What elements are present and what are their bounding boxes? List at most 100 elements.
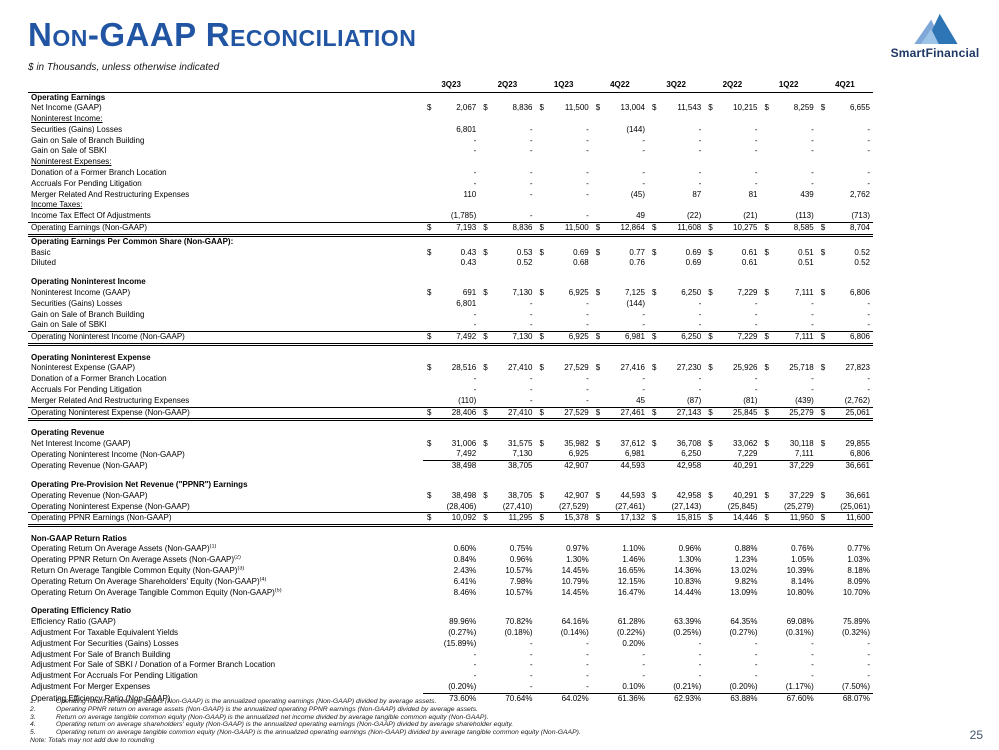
- row-label: Donation of a Former Branch Location: [31, 168, 167, 178]
- cell-value: -: [529, 168, 533, 178]
- dollar-sign: $: [539, 103, 544, 113]
- row-label: Gain on Sale of Branch Building: [31, 135, 145, 145]
- cell-value: (144): [626, 124, 645, 134]
- cell-value: $25,926: [708, 363, 758, 373]
- footnote: 3. Return on average tangible common equi…: [30, 714, 890, 722]
- dollar-sign: $: [708, 513, 713, 523]
- cell-value: (1.17%): [760, 682, 817, 694]
- cell-value: -: [529, 178, 533, 188]
- table-row: [28, 472, 873, 480]
- cell-value: $25,845: [704, 406, 761, 422]
- cell-value: (0.18%): [504, 628, 533, 638]
- cell-value: 16.65%: [617, 566, 645, 576]
- cell-value: 61.28%: [617, 617, 645, 627]
- cell-value: 42,958: [676, 461, 702, 471]
- cell-value: (22): [687, 211, 702, 221]
- cell-value: (7.50%): [816, 682, 873, 694]
- table-row: Noninterest Expense (GAAP) $28,516 $27,410…: [28, 363, 873, 374]
- cell-value: $6,250: [648, 331, 705, 347]
- table-row: Securities (Gains) Losses 6,801 - - (144) - - -…: [28, 299, 873, 310]
- cell-value: -: [529, 671, 533, 681]
- cell-value: 0.76: [629, 258, 645, 268]
- cell-value: 0.77%: [847, 544, 870, 554]
- table-row: Non-GAAP Return Ratios: [28, 534, 873, 545]
- table-row: Operating Pre-Provision Net Revenue ("PP…: [28, 480, 873, 491]
- cell-value: (0.20%): [423, 682, 480, 694]
- footnote: 5. Operating return on average tangible c…: [30, 729, 890, 737]
- cell-value: $8,836: [479, 222, 536, 237]
- empty-cell: [423, 200, 873, 211]
- row-label: Adjustment For Sale of SBKI / Donation o…: [31, 660, 276, 670]
- cell-value: (27,143): [671, 501, 702, 511]
- cell-value: -: [473, 146, 477, 156]
- cell-value: $0.69: [539, 247, 589, 257]
- cell-value: -: [586, 320, 589, 330]
- cell-value: $6,925: [535, 331, 592, 347]
- footnote-number: 1.: [30, 698, 36, 706]
- cell-value: 61.36%: [617, 693, 645, 703]
- dollar-sign: $: [820, 407, 826, 417]
- cell-value: $11,500: [535, 222, 592, 237]
- cell-value: 6.41%: [453, 576, 477, 586]
- row-label: Operating Return On Average Shareholders…: [31, 576, 267, 586]
- table-row: Operating Noninterest Income: [28, 277, 873, 288]
- cell-value: $42,958: [652, 490, 702, 500]
- cell-value: $691: [427, 288, 477, 298]
- dollar-sign: $: [595, 247, 601, 257]
- cell-value: -: [586, 395, 589, 405]
- row-label: Accruals For Pending Litigation: [31, 178, 142, 188]
- dollar-sign: $: [708, 490, 713, 500]
- row-label: Noninterest Expense (GAAP): [31, 363, 136, 373]
- empty-cell: [423, 472, 873, 480]
- cell-value: -: [642, 309, 645, 319]
- cell-value: -: [811, 309, 814, 319]
- column-header: 2Q22: [704, 80, 761, 93]
- cell-value: -: [586, 124, 589, 134]
- reconciliation-table-wrap: 3Q23 2Q23 1Q23 4Q22 3Q22 2Q22 1Q22 4Q21 Operati…: [28, 80, 873, 705]
- footnote-number: 4.: [30, 721, 36, 729]
- cell-value: -: [754, 374, 758, 384]
- cell-value: -: [642, 671, 645, 681]
- cell-value: $0.53: [483, 247, 533, 257]
- dollar-sign: $: [820, 332, 826, 342]
- cell-value: -: [698, 124, 702, 134]
- row-label: Securities (Gains) Losses: [31, 124, 123, 134]
- cell-value: $11,950: [760, 512, 817, 528]
- cell-value: -: [754, 660, 758, 670]
- cell-value: $38,498: [427, 490, 477, 500]
- row-label: Operating Earnings (Non-GAAP): [28, 222, 423, 237]
- dollar-sign: $: [652, 223, 657, 233]
- empty-cell: [423, 480, 873, 491]
- cell-value: -: [529, 298, 533, 308]
- row-label: Gain on Sale of Branch Building: [31, 309, 145, 319]
- empty-cell: [423, 534, 873, 545]
- cell-value: $38,705: [483, 490, 533, 500]
- cell-value: 0.96%: [678, 544, 702, 554]
- cell-value: -: [529, 124, 533, 134]
- footnote-marker: (1): [209, 544, 217, 550]
- cell-value: -: [473, 168, 477, 178]
- cell-value: $7,229: [708, 288, 758, 298]
- cell-value: -: [586, 660, 589, 670]
- dollar-sign: $: [708, 332, 713, 342]
- dollar-sign: $: [820, 223, 826, 233]
- cell-value: -: [867, 649, 870, 659]
- dollar-sign: $: [764, 247, 769, 257]
- table-row: [28, 526, 873, 534]
- cell-value: 2,762: [849, 189, 870, 199]
- row-label: Noninterest Income:: [31, 114, 103, 124]
- reconciliation-table: 3Q23 2Q23 1Q23 4Q22 3Q22 2Q22 1Q22 4Q21 Operati…: [28, 80, 873, 705]
- cell-value: 75.89%: [842, 617, 870, 627]
- row-label: Noninterest Income (GAAP): [31, 288, 131, 298]
- cell-value: $6,655: [820, 103, 870, 113]
- cell-value: $27,529: [535, 406, 592, 422]
- dollar-sign: $: [595, 363, 601, 373]
- cell-value: $31,575: [483, 438, 533, 448]
- cell-value: 1.30%: [566, 555, 589, 565]
- cell-value: $27,823: [820, 363, 870, 373]
- row-label: Return On Average Tangible Common Equity…: [31, 566, 245, 576]
- cell-value: -: [586, 168, 589, 178]
- cell-value: -: [642, 384, 645, 394]
- cell-value: $35,982: [539, 438, 589, 448]
- dollar-sign: $: [708, 223, 713, 233]
